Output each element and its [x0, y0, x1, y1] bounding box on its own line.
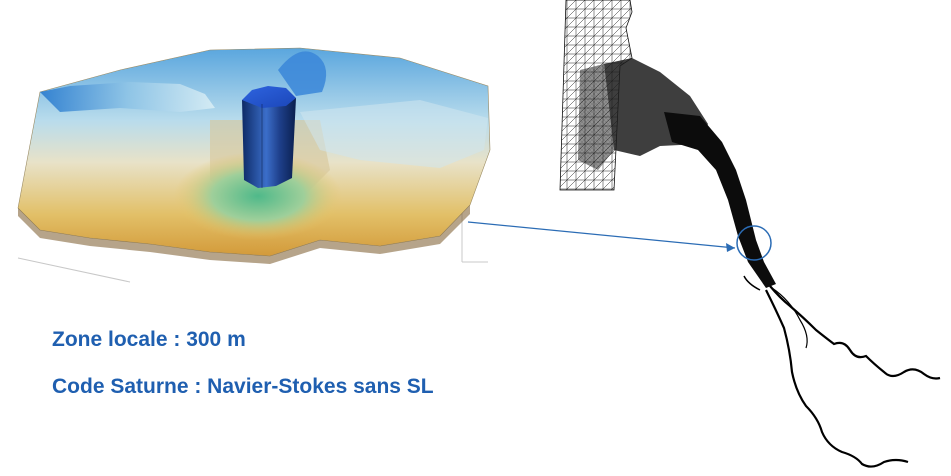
pier — [242, 86, 296, 188]
terrain-right-plateau — [300, 100, 488, 168]
river-branch-east — [769, 285, 941, 380]
river-branch-south — [765, 289, 909, 468]
terrain-back-ridge — [40, 82, 215, 112]
terrain-figure — [17, 47, 491, 283]
mesh-figure — [559, 0, 941, 468]
mesh-estuary-channel — [664, 112, 776, 288]
axis-line-front — [17, 257, 131, 283]
mesh-transition — [578, 64, 614, 170]
terrain-edge — [18, 205, 470, 264]
arrow-line — [467, 221, 736, 249]
local-zone-circle — [736, 225, 772, 261]
terrain-mound — [278, 51, 327, 96]
caption-local-zone: Zone locale : 300 m — [52, 328, 246, 351]
arrow-head — [726, 243, 735, 252]
river-side-arm — [743, 275, 761, 291]
pier-body — [242, 98, 296, 188]
terrain-scour-zone — [174, 152, 342, 240]
link-arrow — [467, 221, 736, 252]
caption-code-saturne: Code Saturne : Navier-Stokes sans SL — [52, 375, 434, 398]
pier-top — [242, 86, 296, 108]
river-minor-branch — [771, 287, 808, 349]
